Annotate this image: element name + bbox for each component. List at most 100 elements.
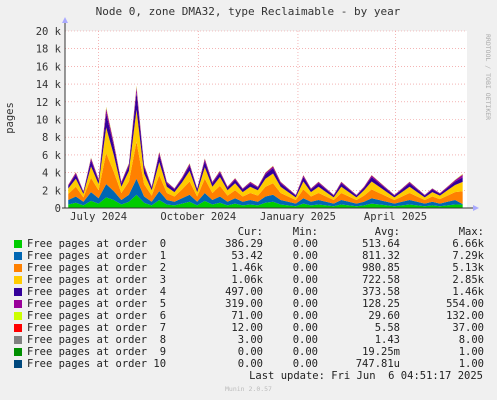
- y-tick-label: 8 k: [42, 132, 62, 144]
- x-tick-label: October 2024: [160, 211, 236, 223]
- legend-row: Free pages at order 8 3.00 0.00 1.43 8.00: [0, 334, 497, 346]
- legend-series-name: Free pages at order 3: [27, 274, 167, 286]
- y-tick-label: 20 k: [36, 26, 62, 38]
- legend-cur-value: 1.06k: [231, 274, 263, 286]
- y-axis-arrow: [62, 17, 68, 23]
- legend-series-name: Free pages at order 0: [27, 238, 167, 250]
- last-update: Last update: Fri Jun 6 04:51:17 2025: [249, 370, 483, 382]
- legend-swatch: [14, 348, 22, 356]
- legend-row: Free pages at order 10 0.00 0.00 747.81u 1.0…: [0, 358, 497, 370]
- rrdtool-watermark: RRDTOOL / TOBI OETIKER: [484, 34, 492, 120]
- legend-min-value: 0.00: [292, 334, 318, 346]
- legend-avg-value: 811.32: [362, 250, 400, 262]
- legend-max-value: 1.00: [458, 346, 484, 358]
- axes: [62, 17, 479, 211]
- legend-min-value: 0.00: [292, 286, 318, 298]
- legend-series-name: Free pages at order 10: [27, 358, 167, 370]
- y-tick-label: 6 k: [42, 150, 62, 162]
- x-tick-label: January 2025: [260, 211, 336, 223]
- x-tick-labels: July 2024 October 2024 January 2025 April 2…: [70, 211, 427, 223]
- legend-cur-value: 53.42: [231, 250, 263, 262]
- legend-swatch: [14, 360, 22, 368]
- x-tick-label: July 2024: [70, 211, 127, 223]
- stacked-area-chart: Node 0, zone DMA32, type Reclaimable - b…: [4, 5, 492, 223]
- legend-avg-value: 513.64: [362, 238, 400, 250]
- legend-avg-value: 747.81u: [355, 358, 400, 370]
- legend-max-value: 2.85k: [452, 274, 484, 286]
- legend-series-name: Free pages at order 1: [27, 250, 167, 262]
- y-tick-label: 12 k: [36, 97, 62, 109]
- legend-cur-value: 1.46k: [231, 262, 263, 274]
- header-cur: Cur:: [237, 226, 263, 238]
- series-area-order-1: [68, 178, 463, 207]
- legend-min-value: 0.00: [292, 298, 318, 310]
- legend-max-value: 132.00: [446, 310, 484, 322]
- legend-min-value: 0.00: [292, 358, 318, 370]
- y-axis-label: pages: [4, 102, 16, 134]
- munin-footer: Munin 2.0.57: [225, 385, 272, 393]
- y-tick-label: 14 k: [36, 79, 62, 91]
- y-tick-label: 2 k: [42, 185, 62, 197]
- legend-row: Free pages at order 5 319.00 0.00 128.25 554…: [0, 298, 497, 310]
- series-area-order-0: [68, 194, 463, 208]
- legend-series-name: Free pages at order 6: [27, 310, 167, 322]
- legend-min-value: 0.00: [292, 274, 318, 286]
- legend-swatch: [14, 336, 22, 344]
- y-tick-label: 4 k: [42, 168, 62, 180]
- legend-max-value: 1.00: [458, 358, 484, 370]
- series-area-order-5: [68, 87, 463, 196]
- legend-max-value: 6.66k: [452, 238, 484, 250]
- header-max: Max:: [458, 226, 484, 238]
- legend-cur-value: 3.00: [237, 334, 263, 346]
- legend-row: Free pages at order 2 1.46k 0.00 980.85 5.13…: [0, 262, 497, 274]
- y-tick-label: 18 k: [36, 44, 62, 56]
- legend-row: Free pages at order 4 497.00 0.00 373.58 1.4…: [0, 286, 497, 298]
- legend-avg-value: 128.25: [362, 298, 400, 310]
- legend-max-value: 5.13k: [452, 262, 484, 274]
- legend-swatch: [14, 276, 22, 284]
- legend-max-value: 8.00: [458, 334, 484, 346]
- legend-series-name: Free pages at order 7: [27, 322, 167, 334]
- legend-min-value: 0.00: [292, 238, 318, 250]
- legend-avg-value: 5.58: [374, 322, 400, 334]
- data-series-areas: [68, 85, 463, 208]
- legend-min-value: 0.00: [292, 310, 318, 322]
- legend-avg-value: 980.85: [362, 262, 400, 274]
- legend-max-value: 554.00: [446, 298, 484, 310]
- legend-cur-value: 497.00: [225, 286, 263, 298]
- legend-swatch: [14, 252, 22, 260]
- x-tick-label: April 2025: [364, 211, 427, 223]
- legend-avg-value: 722.58: [362, 274, 400, 286]
- series-area-order-2: [68, 141, 463, 205]
- legend-min-value: 0.00: [292, 346, 318, 358]
- legend-swatch: [14, 312, 22, 320]
- header-avg: Avg:: [374, 226, 400, 238]
- legend-row: Free pages at order 9 0.00 0.00 19.25m 1.00: [0, 346, 497, 358]
- legend-swatch: [14, 324, 22, 332]
- legend-series-name: Free pages at order 9: [27, 346, 167, 358]
- legend-series-name: Free pages at order 8: [27, 334, 167, 346]
- y-tick-label: 10 k: [36, 115, 62, 127]
- legend-cur-value: 0.00: [237, 358, 263, 370]
- legend-swatch: [14, 264, 22, 272]
- legend-row: Free pages at order 1 53.42 0.00 811.32 7.29…: [0, 250, 497, 262]
- series-area-order-3: [68, 109, 463, 201]
- chart-title: Node 0, zone DMA32, type Reclaimable - b…: [96, 5, 401, 18]
- legend-min-value: 0.00: [292, 250, 318, 262]
- legend-max-value: 1.46k: [452, 286, 484, 298]
- legend-avg-value: 19.25m: [362, 346, 400, 358]
- x-axis-arrow: [473, 205, 479, 211]
- legend-series-name: Free pages at order 4: [27, 286, 167, 298]
- legend-series-name: Free pages at order 2: [27, 262, 167, 274]
- y-tick-label: 0: [55, 203, 61, 215]
- legend-row: Free pages at order 6 71.00 0.00 29.60 132.0…: [0, 310, 497, 322]
- y-tick-label: 16 k: [36, 61, 62, 73]
- legend-row: Free pages at order 7 12.00 0.00 5.58 37.00: [0, 322, 497, 334]
- legend-series-name: Free pages at order 5: [27, 298, 167, 310]
- legend-swatch: [14, 288, 22, 296]
- legend-swatch: [14, 240, 22, 248]
- legend-cur-value: 71.00: [231, 310, 263, 322]
- legend-max-value: 7.29k: [452, 250, 484, 262]
- legend-min-value: 0.00: [292, 262, 318, 274]
